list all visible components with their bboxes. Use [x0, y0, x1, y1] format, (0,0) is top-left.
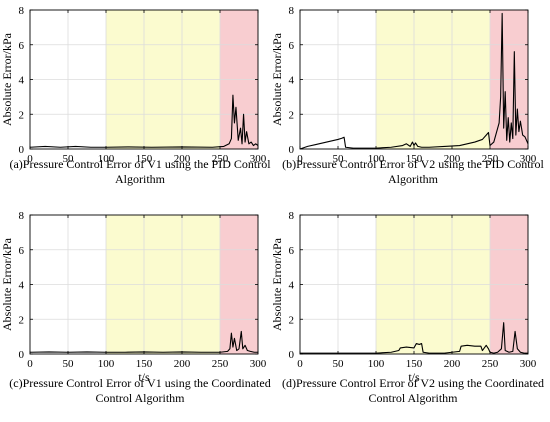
- x-tick-label: 50: [333, 153, 345, 165]
- x-tick-label: 100: [368, 358, 385, 370]
- y-axis-label: Absolute Error/kPa: [270, 237, 284, 331]
- y-tick-label: 2: [19, 314, 25, 326]
- y-tick-label: 8: [19, 5, 25, 17]
- x-tick-label: 200: [444, 153, 461, 165]
- chart-panel-0: 0 50 100 150 200 250 300 0 2 4 6 8 Absolute Error/kP…: [0, 5, 271, 186]
- y-tick-label: 0: [19, 144, 25, 156]
- x-tick-label: 300: [250, 358, 267, 370]
- panel-caption-line: (d)Pressure Control Error of V2 using th…: [282, 376, 544, 390]
- y-tick-label: 4: [289, 75, 295, 87]
- y-tick-label: 8: [289, 5, 295, 17]
- y-tick-label: 0: [19, 349, 25, 361]
- x-tick-label: 250: [212, 358, 229, 370]
- y-tick-label: 6: [19, 245, 25, 257]
- x-tick-label: 0: [297, 358, 303, 370]
- x-tick-label: 300: [520, 153, 537, 165]
- x-axis-label: t/s: [408, 370, 420, 384]
- x-tick-label: 100: [98, 153, 115, 165]
- x-tick-label: 100: [98, 358, 115, 370]
- y-axis-label: Absolute Error/kPa: [0, 237, 14, 331]
- y-axis-label: Absolute Error/kPa: [0, 32, 14, 126]
- y-tick-label: 4: [19, 280, 25, 292]
- y-tick-label: 6: [289, 245, 295, 257]
- y-tick-label: 6: [289, 40, 295, 52]
- x-axis-label: t/s: [138, 370, 150, 384]
- chart-panel-1: 0 50 100 150 200 250 300 0 2 4 6 8 Absolute Error/kP…: [270, 5, 545, 186]
- panel-caption-line: Control Algorithm: [368, 391, 458, 405]
- x-tick-label: 250: [482, 358, 499, 370]
- y-tick-label: 2: [289, 314, 295, 326]
- chart-panel-2: 0 50 100 150 200 250 300 0 2 4 6 8 Absolute Error/kP…: [0, 210, 271, 405]
- series-line-0: [29, 94, 259, 148]
- x-tick-label: 150: [406, 153, 423, 165]
- x-tick-label: 0: [27, 358, 33, 370]
- x-tick-label: 300: [250, 153, 267, 165]
- y-tick-label: 6: [19, 40, 25, 52]
- y-tick-label: 4: [289, 280, 295, 292]
- y-tick-label: 4: [19, 75, 25, 87]
- panel-caption-line: Algorithm: [388, 172, 439, 186]
- x-tick-label: 100: [368, 153, 385, 165]
- series-line-0: [299, 12, 529, 150]
- y-tick-label: 2: [289, 109, 295, 121]
- y-tick-label: 0: [289, 144, 295, 156]
- x-tick-label: 50: [63, 358, 75, 370]
- x-tick-label: 50: [63, 153, 75, 165]
- panel-caption-line: (b)Pressure Control Error of V2 using th…: [282, 157, 544, 171]
- x-tick-label: 150: [136, 358, 153, 370]
- panel-caption-line: Algorithm: [115, 172, 166, 186]
- series-line-0: [300, 322, 528, 354]
- y-tick-label: 8: [289, 210, 295, 222]
- x-tick-label: 200: [174, 358, 191, 370]
- x-tick-label: 150: [136, 153, 153, 165]
- panel-caption-line: (c)Pressure Control Error of V1 using th…: [9, 376, 270, 390]
- panel-caption-line: (a)Pressure Control Error of V1 using th…: [9, 157, 271, 171]
- x-tick-label: 50: [333, 358, 345, 370]
- x-tick-label: 0: [27, 153, 33, 165]
- x-tick-label: 200: [444, 358, 461, 370]
- y-tick-label: 0: [289, 349, 295, 361]
- x-tick-label: 250: [482, 153, 499, 165]
- y-tick-label: 2: [19, 109, 25, 121]
- chart-panel-3: 0 50 100 150 200 250 300 0 2 4 6 8 Absolute Error/kP…: [270, 210, 544, 405]
- y-axis-label: Absolute Error/kPa: [270, 32, 284, 126]
- x-tick-label: 300: [520, 358, 537, 370]
- x-tick-label: 0: [297, 153, 303, 165]
- y-tick-label: 8: [19, 210, 25, 222]
- x-tick-label: 250: [212, 153, 229, 165]
- panel-caption-line: Control Algorithm: [95, 391, 185, 405]
- x-tick-label: 200: [174, 153, 191, 165]
- x-tick-label: 150: [406, 358, 423, 370]
